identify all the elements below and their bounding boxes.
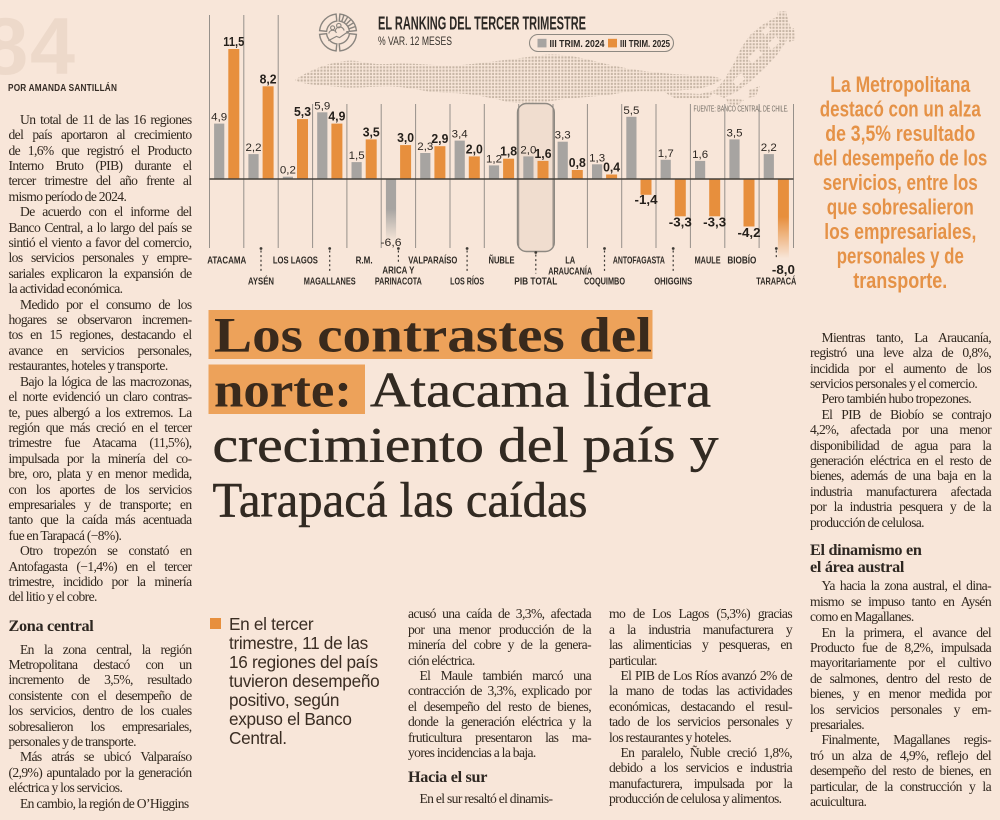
- svg-text:servicios, entre los: servicios, entre los: [823, 170, 978, 195]
- svg-text:1,6: 1,6: [692, 149, 708, 161]
- svg-text:de 3,5% resultado: de 3,5% resultado: [825, 121, 975, 146]
- svg-text:0,4: 0,4: [603, 161, 620, 175]
- svg-text:ATACAMA: ATACAMA: [207, 256, 246, 267]
- svg-text:8,2: 8,2: [260, 72, 277, 86]
- svg-text:-1,4: -1,4: [635, 193, 658, 207]
- svg-text:5,9: 5,9: [314, 100, 330, 112]
- svg-text:LOS LAGOS: LOS LAGOS: [273, 256, 318, 267]
- svg-text:R.M.: R.M.: [356, 256, 373, 267]
- svg-text:MAULE: MAULE: [695, 256, 721, 267]
- svg-text:Tarapacá las caídas: Tarapacá las caídas: [213, 472, 588, 528]
- svg-text:% VAR. 12 MESES: % VAR. 12 MESES: [378, 36, 452, 48]
- svg-text:III TRIM. 2024: III TRIM. 2024: [550, 38, 605, 50]
- svg-text:-6,6: -6,6: [381, 237, 402, 249]
- svg-text:5,5: 5,5: [623, 105, 639, 117]
- svg-text:3,4: 3,4: [452, 129, 468, 141]
- svg-text:-3,3: -3,3: [703, 216, 726, 230]
- svg-text:1,3: 1,3: [589, 152, 605, 164]
- svg-text:LOS RÍOS: LOS RÍOS: [450, 274, 484, 287]
- svg-text:-3,3: -3,3: [669, 216, 692, 230]
- svg-text:1,6: 1,6: [535, 147, 552, 161]
- svg-text:5,3: 5,3: [294, 105, 311, 119]
- svg-text:Los contrastes del: Los contrastes del: [214, 307, 652, 363]
- svg-text:2,2: 2,2: [761, 142, 777, 154]
- svg-text:ÑUBLE: ÑUBLE: [489, 254, 515, 267]
- svg-text:3,3: 3,3: [555, 130, 571, 142]
- svg-text:4,9: 4,9: [328, 110, 345, 124]
- svg-text:los empresariales,: los empresariales,: [824, 219, 976, 244]
- svg-text:1,8: 1,8: [500, 145, 517, 159]
- svg-text:que sobresalieron: que sobresalieron: [827, 195, 974, 220]
- svg-text:ARAUCANÍA: ARAUCANÍA: [548, 264, 592, 277]
- svg-text:4,9: 4,9: [211, 112, 227, 124]
- svg-text:3,5: 3,5: [363, 125, 380, 139]
- svg-text:-8,0: -8,0: [772, 263, 795, 277]
- svg-text:11,5: 11,5: [223, 35, 244, 49]
- svg-text:ANTOFAGASTA: ANTOFAGASTA: [613, 256, 665, 267]
- svg-text:del desempeño de los: del desempeño de los: [813, 146, 987, 171]
- svg-text:0,8: 0,8: [569, 156, 586, 170]
- svg-text:2,3: 2,3: [417, 141, 433, 153]
- svg-text:BIOBÍO: BIOBÍO: [727, 254, 756, 267]
- svg-text:transporte.: transporte.: [853, 268, 947, 293]
- svg-text:norte:: norte:: [214, 362, 352, 418]
- svg-text:1,7: 1,7: [658, 148, 674, 160]
- svg-text:3,0: 3,0: [397, 131, 414, 145]
- svg-text:personales y de: personales y de: [837, 244, 964, 269]
- svg-text:EL RANKING DEL TERCER TRIMESTR: EL RANKING DEL TERCER TRIMESTRE: [378, 14, 586, 34]
- svg-text:crecimiento del país y: crecimiento del país y: [213, 417, 719, 473]
- svg-text:FUENTE: BANCO CENTRAL DE CHILE: FUENTE: BANCO CENTRAL DE CHILE.: [694, 105, 789, 114]
- svg-text:AYSÉN: AYSÉN: [248, 274, 274, 287]
- svg-text:OHIGGINS: OHIGGINS: [654, 276, 692, 287]
- svg-text:ARICA Y: ARICA Y: [382, 266, 414, 277]
- svg-text:LA: LA: [565, 256, 575, 267]
- svg-text:destacó con un alza: destacó con un alza: [820, 97, 981, 122]
- svg-text:Atacama lidera: Atacama lidera: [370, 362, 711, 418]
- svg-text:MAGALLANES: MAGALLANES: [304, 276, 356, 287]
- svg-text:0,2: 0,2: [280, 165, 296, 177]
- svg-text:3,5: 3,5: [727, 127, 743, 139]
- svg-text:VALPARAÍSO: VALPARAÍSO: [408, 254, 457, 267]
- svg-text:III TRIM. 2025: III TRIM. 2025: [620, 38, 670, 50]
- svg-text:2,2: 2,2: [246, 142, 262, 154]
- svg-text:PIB TOTAL: PIB TOTAL: [514, 276, 557, 287]
- svg-text:COQUIMBO: COQUIMBO: [584, 276, 625, 287]
- svg-text:PARINACOTA: PARINACOTA: [375, 276, 422, 287]
- svg-text:TARAPACÁ: TARAPACÁ: [756, 274, 796, 287]
- svg-text:La Metropolitana: La Metropolitana: [830, 72, 970, 97]
- svg-text:1,2: 1,2: [486, 153, 502, 165]
- svg-text:2,0: 2,0: [520, 144, 536, 156]
- svg-text:1,5: 1,5: [349, 150, 365, 162]
- svg-text:-4,2: -4,2: [738, 226, 761, 240]
- svg-text:2,0: 2,0: [466, 142, 483, 156]
- svg-text:2,9: 2,9: [431, 132, 448, 146]
